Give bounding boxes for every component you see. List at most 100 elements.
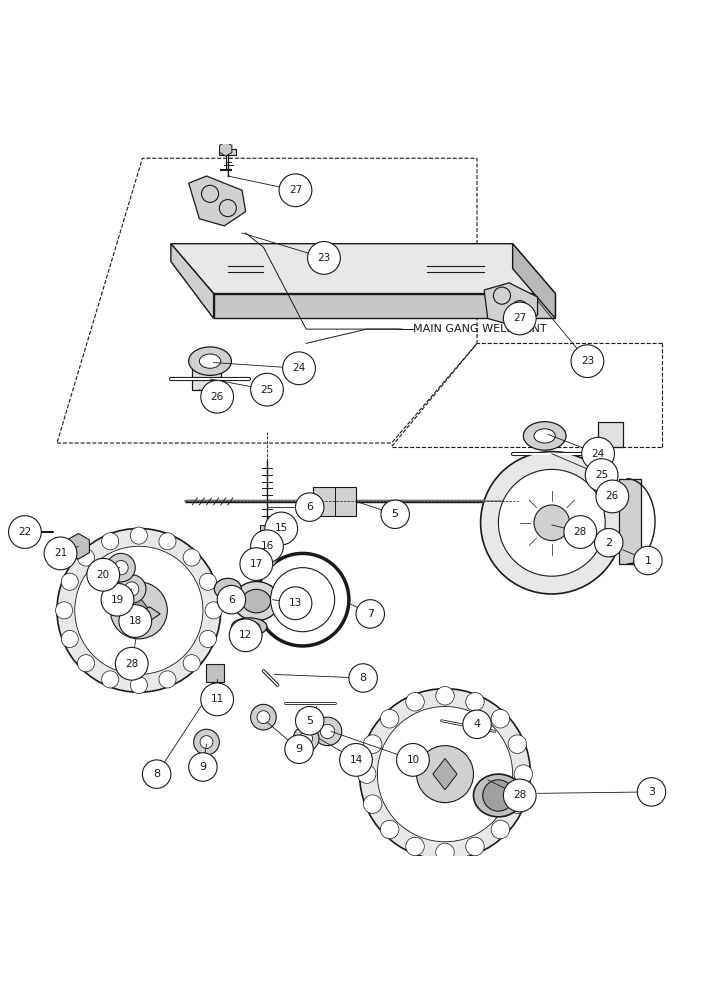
Circle shape [406,693,424,711]
Polygon shape [433,758,457,790]
Circle shape [125,582,139,596]
Circle shape [363,735,382,753]
Circle shape [380,709,399,728]
Circle shape [466,693,484,711]
Circle shape [466,837,484,856]
Circle shape [300,732,313,745]
Text: 10: 10 [407,755,419,765]
Circle shape [251,530,283,563]
Text: 24: 24 [293,363,305,373]
Polygon shape [484,283,538,326]
Circle shape [257,711,270,724]
Circle shape [483,780,514,811]
Circle shape [491,709,510,728]
Circle shape [107,553,135,582]
Text: 12: 12 [239,630,252,640]
Text: 4: 4 [473,719,481,729]
Circle shape [217,585,246,614]
Circle shape [380,820,399,839]
Text: 1: 1 [644,556,651,566]
Circle shape [256,546,278,568]
Text: 18: 18 [129,616,142,626]
Text: 25: 25 [595,470,608,480]
Ellipse shape [239,621,260,632]
Circle shape [498,469,605,576]
Circle shape [271,568,335,632]
Circle shape [381,500,409,528]
Circle shape [596,480,629,513]
Polygon shape [598,422,623,447]
Ellipse shape [242,589,271,613]
Ellipse shape [214,578,241,600]
Circle shape [262,552,272,562]
Text: 26: 26 [606,491,619,501]
Circle shape [114,561,128,575]
Text: 9: 9 [295,744,303,754]
Circle shape [285,735,313,763]
Circle shape [102,533,119,550]
Text: 28: 28 [125,659,138,669]
Circle shape [508,795,527,813]
Circle shape [534,505,570,541]
Circle shape [397,744,429,776]
Circle shape [436,843,454,862]
Circle shape [258,534,276,551]
Circle shape [78,549,95,566]
Polygon shape [214,294,555,318]
Text: 14: 14 [350,755,362,765]
Circle shape [194,729,219,755]
Polygon shape [189,176,246,226]
Circle shape [417,746,473,803]
Text: 15: 15 [275,523,288,533]
Polygon shape [128,596,150,625]
Circle shape [356,600,384,628]
Circle shape [295,706,324,735]
Circle shape [293,726,319,751]
Text: 24: 24 [592,449,604,459]
Circle shape [363,795,382,813]
Text: 23: 23 [581,356,594,366]
Circle shape [205,602,222,619]
Circle shape [119,605,152,637]
Text: 27: 27 [513,313,526,323]
Circle shape [564,516,597,548]
Text: 6: 6 [306,502,313,512]
Circle shape [56,602,73,619]
Circle shape [61,630,78,648]
Polygon shape [171,244,214,318]
Circle shape [279,174,312,207]
Ellipse shape [199,354,221,368]
Circle shape [503,779,536,812]
Circle shape [463,710,491,739]
Circle shape [57,528,221,692]
Circle shape [571,345,604,378]
Circle shape [308,242,340,274]
Ellipse shape [234,582,279,621]
Text: 11: 11 [211,694,224,704]
Circle shape [102,671,119,688]
Circle shape [295,493,324,521]
Polygon shape [171,244,555,294]
Ellipse shape [231,618,267,636]
Circle shape [634,546,662,575]
Circle shape [503,302,536,335]
Circle shape [101,583,134,616]
Text: 25: 25 [261,385,273,395]
Ellipse shape [189,347,231,375]
Text: 23: 23 [318,253,330,263]
Circle shape [313,717,342,746]
Circle shape [436,687,454,705]
Circle shape [199,573,216,590]
Text: 3: 3 [648,787,655,797]
Circle shape [251,704,276,730]
Text: 8: 8 [360,673,367,683]
Circle shape [595,528,623,557]
Text: 13: 13 [289,598,302,608]
Circle shape [87,558,120,591]
Circle shape [201,380,234,413]
Text: 8: 8 [153,769,160,779]
Circle shape [117,575,146,603]
Circle shape [582,437,614,470]
Polygon shape [513,244,555,318]
Text: 5: 5 [306,716,313,726]
